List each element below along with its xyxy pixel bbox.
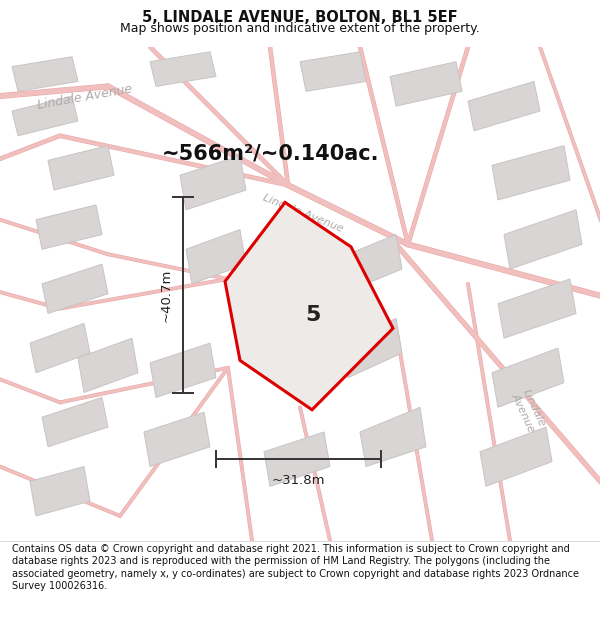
Polygon shape	[300, 52, 366, 91]
Text: Lindale Avenue: Lindale Avenue	[36, 82, 133, 112]
Polygon shape	[186, 229, 246, 284]
Polygon shape	[144, 412, 210, 466]
Polygon shape	[180, 156, 246, 210]
Polygon shape	[150, 52, 216, 86]
Polygon shape	[48, 146, 114, 190]
Polygon shape	[30, 466, 90, 516]
Text: Lindale Avenue: Lindale Avenue	[261, 192, 344, 234]
Polygon shape	[264, 432, 330, 486]
Polygon shape	[492, 348, 564, 408]
Text: ~31.8m: ~31.8m	[272, 474, 325, 487]
Polygon shape	[480, 427, 552, 486]
Polygon shape	[225, 202, 393, 410]
Text: Lindale
Avenue: Lindale Avenue	[510, 387, 547, 434]
Polygon shape	[12, 96, 78, 136]
Polygon shape	[498, 279, 576, 338]
Polygon shape	[36, 205, 102, 249]
Polygon shape	[42, 264, 108, 314]
Text: 5: 5	[305, 305, 320, 325]
Polygon shape	[468, 81, 540, 131]
Text: Contains OS data © Crown copyright and database right 2021. This information is : Contains OS data © Crown copyright and d…	[12, 544, 579, 591]
Polygon shape	[12, 57, 78, 91]
Polygon shape	[342, 318, 402, 378]
Text: 5, LINDALE AVENUE, BOLTON, BL1 5EF: 5, LINDALE AVENUE, BOLTON, BL1 5EF	[142, 10, 458, 25]
Polygon shape	[504, 210, 582, 269]
Polygon shape	[390, 62, 462, 106]
Polygon shape	[30, 323, 90, 372]
Polygon shape	[78, 338, 138, 392]
Polygon shape	[42, 398, 108, 447]
Polygon shape	[360, 408, 426, 466]
Text: ~40.7m: ~40.7m	[160, 268, 173, 322]
Polygon shape	[150, 343, 216, 398]
Polygon shape	[336, 234, 402, 294]
Polygon shape	[492, 146, 570, 200]
Text: ~566m²/~0.140ac.: ~566m²/~0.140ac.	[162, 143, 380, 163]
Text: Map shows position and indicative extent of the property.: Map shows position and indicative extent…	[120, 22, 480, 35]
